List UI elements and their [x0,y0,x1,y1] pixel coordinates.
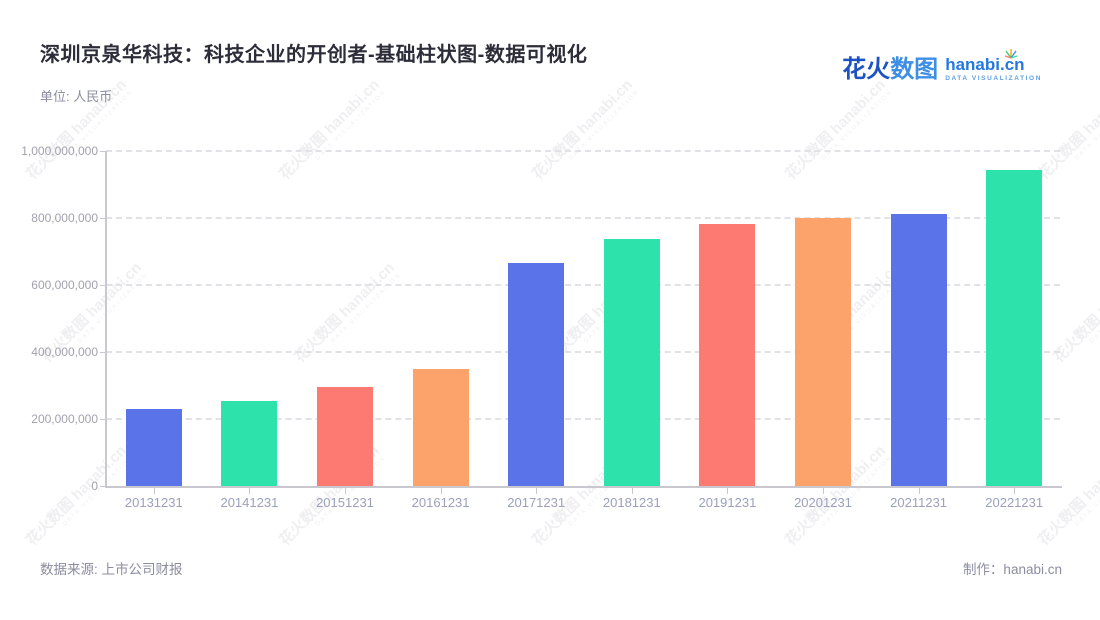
logo-en-block: hanabi.cn DATA VISUALIZATION [945,49,1042,82]
logo-en-text: hanabi.cn [945,55,1025,74]
bar-20191231[interactable] [699,224,756,486]
logo-cn-bold: 花火 [842,56,891,83]
y-axis-tick [100,419,106,420]
y-axis-tick [100,218,106,219]
y-axis-line [105,151,107,487]
y-axis-tick [100,151,106,152]
data-source-label: 数据来源: 上市公司财报 [40,562,183,577]
x-axis-tick [345,488,346,494]
gridline [106,217,1060,219]
y-axis-label: 800,000,000 [31,211,98,225]
bar-20171231[interactable] [508,263,565,486]
logo-cn-light: 数图 [890,56,939,83]
x-axis-tick [918,488,920,494]
x-axis-tick [153,488,155,494]
firework-icon [1004,49,1018,59]
x-axis-tick [727,488,729,494]
gridline [106,351,1060,353]
bar-20201231[interactable] [795,218,851,486]
x-axis-tick [440,488,442,494]
logo-cn-text: 花火数图 [842,58,938,82]
x-axis-label: 20171231 [507,495,566,510]
gridline [106,150,1060,152]
credit-label: 制作：hanabi.cn [962,562,1062,577]
x-axis-label: 20161231 [411,495,470,510]
bar-20151231[interactable] [317,387,373,486]
bar-20211231[interactable] [890,214,947,486]
x-axis-label: 20151231 [316,495,374,510]
logo-en-subtext: DATA VISUALIZATION [945,75,1042,82]
bar-20141231[interactable] [221,401,278,486]
x-axis-label: 20191231 [698,495,757,510]
y-axis-label: 1,000,000,000 [21,144,98,158]
x-axis-tick [823,488,824,494]
bar-20221231[interactable] [986,170,1043,486]
x-axis-tick [536,488,538,494]
hanabi-logo[interactable]: 花火数图 hanabi.cn DATA VISUALIZATION [842,49,1042,82]
unit-label: 单位: 人民币 [40,89,113,104]
y-axis-label: 400,000,000 [31,345,98,359]
gridline [106,284,1060,286]
page-title: 深圳京泉华科技：科技企业的开创者-基础柱状图-数据可视化 [40,44,588,66]
x-axis-label: 20201231 [794,495,852,510]
x-axis-label: 20131231 [124,495,183,510]
x-axis-label: 20221231 [985,495,1044,510]
y-axis-label: 0 [91,479,98,493]
y-axis-label: 600,000,000 [31,278,98,292]
bar-20181231[interactable] [603,239,660,486]
y-axis-tick [100,285,106,286]
y-axis-label: 200,000,000 [31,412,98,426]
gridline [106,418,1060,420]
x-axis-label: 20211231 [890,495,948,510]
x-axis-label: 20181231 [602,495,661,510]
bar-20131231[interactable] [125,409,182,486]
y-axis-tick [100,352,106,353]
x-axis-tick [1014,488,1016,494]
x-axis-line [105,486,1062,488]
x-axis-tick [631,488,633,494]
x-axis-tick [249,488,251,494]
bar-20161231[interactable] [412,369,469,486]
y-axis-tick [100,486,106,487]
x-axis-label: 20141231 [220,495,279,510]
